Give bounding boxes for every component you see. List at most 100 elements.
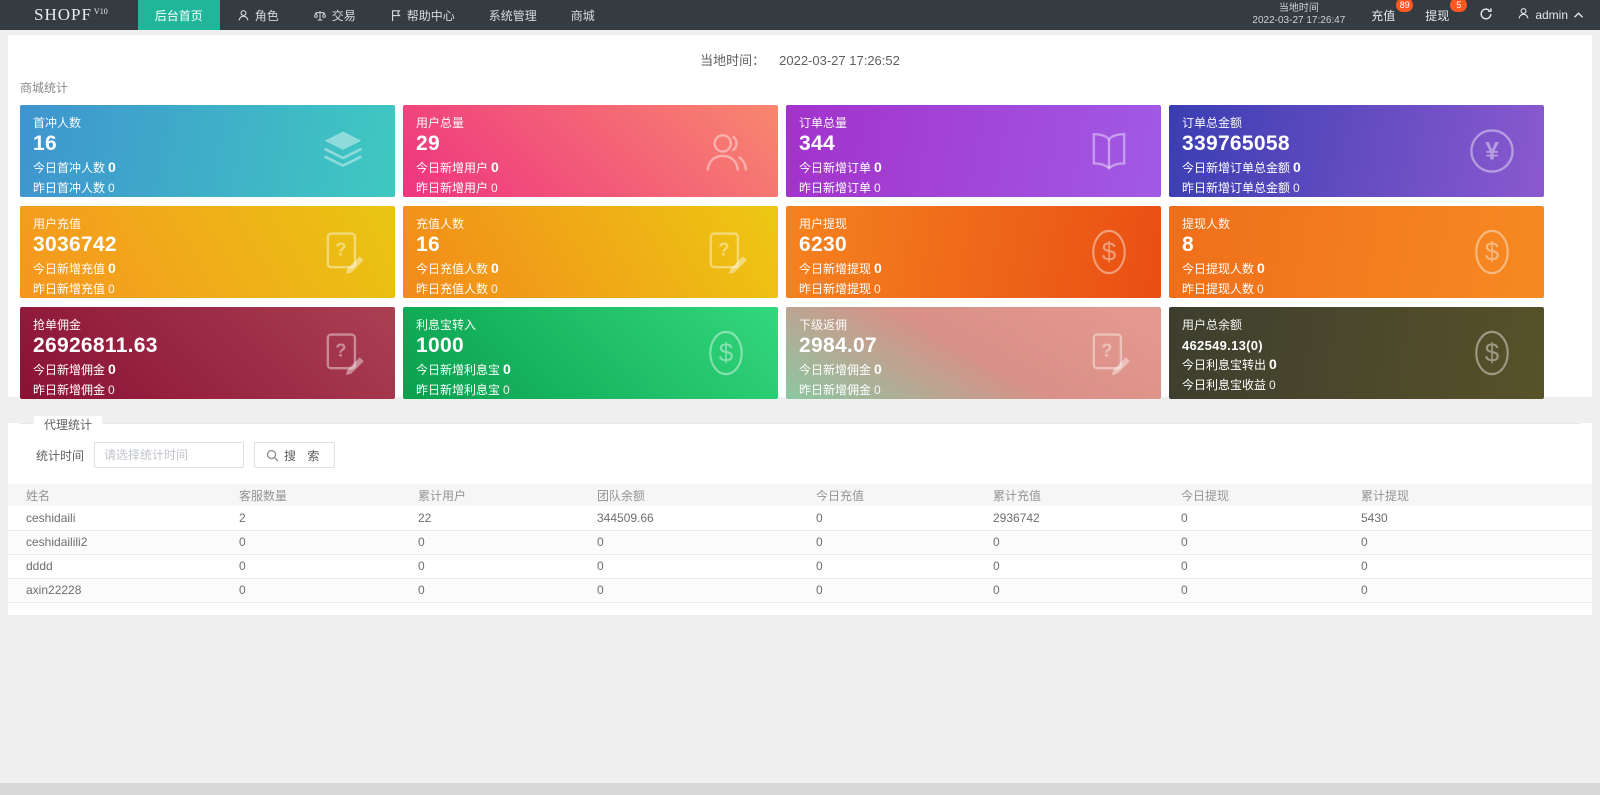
agent-name-cell: ceshidaili: [8, 506, 239, 531]
stat-card-line1-value: 0: [1257, 260, 1265, 276]
search-button-label: 搜 索: [284, 448, 324, 463]
agent-stats-panel: 代理统计 统计时间 搜 索 姓名 客服数量 累计用户 团队余额 今日充值 累计充值 今日提现…: [8, 416, 1592, 615]
agent-value-cell: 0: [816, 530, 993, 555]
agent-value-cell: 0: [1361, 530, 1592, 555]
stat-card-line2-value: 0: [874, 282, 881, 296]
menu-item-help-center[interactable]: 帮助中心: [373, 0, 472, 30]
svg-text:$: $: [719, 338, 734, 368]
withdraw-notice-button[interactable]: 提现 5: [1425, 0, 1468, 24]
stat-card-line2-value: 0: [491, 181, 498, 195]
navbar-right: 当地时间 2022-03-27 17:26:47 充值 89 提现 5 admi…: [1252, 0, 1584, 30]
stat-card-line1-label: 今日新增用户: [416, 161, 489, 175]
refresh-icon: [1479, 7, 1493, 24]
agent-value-cell: 0: [239, 554, 418, 579]
navbar-local-time-value: 2022-03-27 17:26:47: [1252, 15, 1346, 26]
current-time-row: 当地时间： 2022-03-27 17:26:52: [8, 35, 1592, 69]
stat-card-line1-value: 0: [874, 159, 882, 175]
stat-card-line2-label: 昨日新增佣金: [33, 383, 106, 397]
stat-card-title: 提现人数: [1182, 217, 1231, 231]
dollar-icon: $: [1466, 226, 1518, 278]
dollar-icon: $: [700, 327, 752, 379]
stat-card-line2-label: 昨日新增充值: [33, 282, 106, 296]
column-header: 累计用户: [418, 488, 467, 503]
agent-value-cell: 22: [418, 506, 597, 531]
stat-card-line2-value: 0: [108, 181, 115, 195]
menu-item-dashboard[interactable]: 后台首页: [137, 0, 220, 30]
chevron-up-icon: [1573, 8, 1584, 22]
recharge-notice-button[interactable]: 充值 89: [1371, 0, 1414, 24]
stat-card-line1-value: 0: [491, 260, 499, 276]
stat-card-line2-value: 0: [1293, 181, 1300, 195]
agent-value-cell: 0: [597, 578, 816, 603]
menu-item-roles[interactable]: 角色: [220, 0, 296, 30]
refresh-button[interactable]: [1479, 7, 1493, 24]
stat-card-line1-label: 今日新增利息宝: [416, 363, 501, 377]
menu-item-system[interactable]: 系统管理: [488, 8, 537, 23]
stat-card: 用户提现 6230 今日新增提现 0 昨日新增提现 0 $: [786, 206, 1161, 298]
stat-card-line1-label: 今日利息宝转出: [1182, 358, 1267, 372]
stat-card-line2-label: 昨日提现人数: [1182, 282, 1255, 296]
agent-value-cell: 0: [816, 506, 993, 531]
search-icon: [266, 449, 279, 462]
stat-card-line2-label: 昨日新增订单: [799, 181, 872, 195]
stat-card-value: 2984.07: [799, 334, 878, 357]
search-button[interactable]: 搜 索: [254, 442, 336, 468]
stat-card-line1-value: 0: [491, 159, 499, 175]
agent-value-cell: 0: [816, 554, 993, 579]
yen-icon: ¥: [1466, 125, 1518, 177]
table-row: ceshidailili2 0 0 0 0 0 0 0: [8, 530, 1592, 555]
agent-value-cell: 0: [1181, 506, 1361, 531]
stat-card-value: 8: [1182, 233, 1194, 256]
stat-card: 用户总余额 462549.13(0) 今日利息宝转出 0 今日利息宝收益 0 $: [1169, 307, 1544, 399]
agent-value-cell: 2936742: [993, 506, 1181, 531]
column-header: 姓名: [26, 488, 51, 503]
table-row: ceshidaili 2 22 344509.66 0 2936742 0 5430: [8, 506, 1592, 531]
stat-card-value: 29: [416, 132, 440, 155]
bottom-strip: [0, 783, 1600, 795]
stat-card: 用户充值 3036742 今日新增充值 0 昨日新增充值 0 ?: [20, 206, 395, 298]
stat-card-line1-label: 今日提现人数: [1182, 262, 1255, 276]
stat-card-line1-value: 0: [108, 260, 116, 276]
stat-card-line2-value: 0: [108, 383, 115, 397]
person-icon: [1517, 7, 1530, 23]
agent-value-cell: 0: [1181, 578, 1361, 603]
stat-card-line1-label: 今日新增佣金: [33, 363, 106, 377]
agent-name-cell: dddd: [8, 554, 239, 579]
stat-card-line1-value: 0: [108, 159, 116, 175]
menu-item-mall[interactable]: 商城: [570, 8, 595, 23]
stat-card: 抢单佣金 26926811.63 今日新增佣金 0 昨日新增佣金 0 ?: [20, 307, 395, 399]
stat-card-line1-label: 今日新增订单: [799, 161, 872, 175]
users-icon: [700, 125, 752, 177]
stat-card-value: 16: [33, 132, 57, 155]
user-icon: [237, 9, 250, 22]
agent-value-cell: 0: [1181, 554, 1361, 579]
svg-text:?: ?: [335, 339, 346, 360]
stat-card-line2-value: 0: [491, 282, 498, 296]
stat-card-line1-value: 0: [503, 361, 511, 377]
stat-card: 下级返佣 2984.07 今日新增佣金 0 昨日新增佣金 0 ?: [786, 307, 1161, 399]
svg-text:?: ?: [1101, 339, 1112, 360]
agent-name-cell: axin22228: [8, 578, 239, 603]
stat-card-value: 16: [416, 233, 440, 256]
agent-value-cell: 0: [418, 530, 597, 555]
stat-time-input[interactable]: [94, 442, 245, 468]
stat-card-title: 首冲人数: [33, 116, 82, 130]
user-menu[interactable]: admin: [1517, 7, 1584, 23]
doc-icon: ?: [1083, 327, 1135, 379]
stat-card-line2-value: 0: [1269, 378, 1276, 392]
svg-text:¥: ¥: [1485, 138, 1499, 166]
menu-item-trade[interactable]: 交易: [296, 0, 373, 30]
stat-card-title: 订单总金额: [1182, 116, 1243, 130]
stat-card-line2-label: 昨日首冲人数: [33, 181, 106, 195]
stat-card-title: 充值人数: [416, 217, 465, 231]
agent-value-cell: 5430: [1361, 506, 1592, 531]
stat-card-title: 用户提现: [799, 217, 848, 231]
svg-text:$: $: [1102, 237, 1117, 267]
stat-card-line1-value: 0: [108, 361, 116, 377]
stat-card-line2-value: 0: [108, 282, 115, 296]
agent-value-cell: 0: [418, 578, 597, 603]
stat-card-value: 6230: [799, 233, 847, 256]
stat-card-line1-label: 今日新增订单总金额: [1182, 161, 1291, 175]
stat-card-title: 用户总量: [416, 116, 465, 130]
scales-icon: [313, 9, 327, 22]
